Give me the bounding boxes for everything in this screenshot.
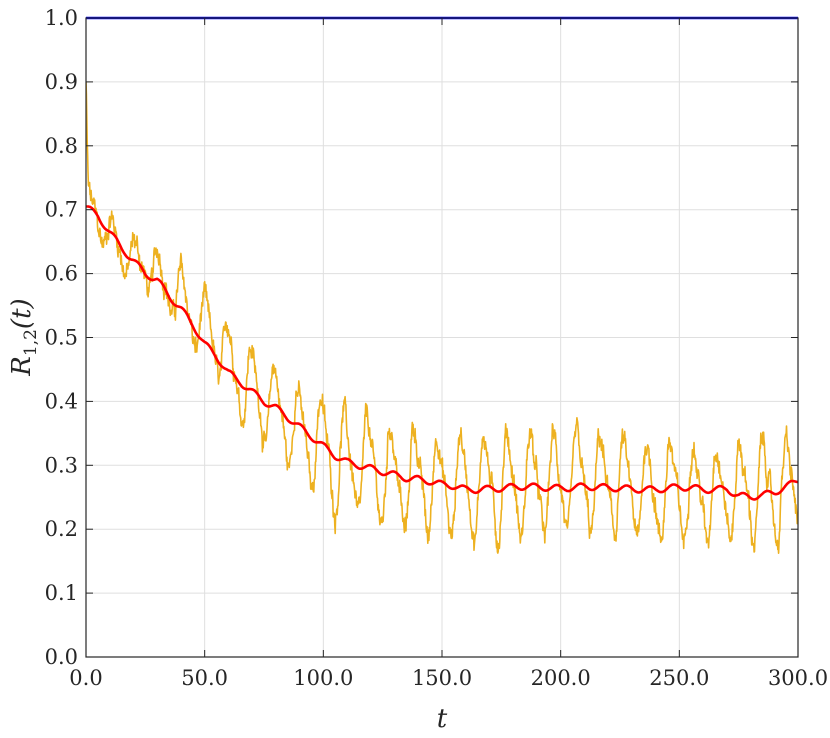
series-line-1 xyxy=(86,82,798,554)
y-tick-labels: 0.0 0.1 0.2 0.3 0.4 0.5 0.6 0.7 0.8 0.9 1.0 xyxy=(45,6,78,669)
y-tick-label: 0.3 xyxy=(45,453,78,477)
x-tick-label: 300.0 xyxy=(768,666,828,690)
y-tick-label: 0.2 xyxy=(45,517,78,541)
y-tick-label: 0.7 xyxy=(45,198,78,222)
y-tick-label: 0.9 xyxy=(45,70,78,94)
y-tick-label: 0.5 xyxy=(45,326,78,350)
x-tick-labels: 0.0 50.0 100.0 150.0 200.0 250.0 300.0 xyxy=(69,666,828,690)
x-axis-label: t xyxy=(437,704,448,734)
y-tick-label: 0.6 xyxy=(45,262,78,286)
x-tick-label: 100.0 xyxy=(293,666,353,690)
x-tick-label: 0.0 xyxy=(69,666,102,690)
y-tick-label: 0.8 xyxy=(45,134,78,158)
y-tick-label: 1.0 xyxy=(45,6,78,30)
x-tick-label: 200.0 xyxy=(531,666,591,690)
x-tick-label: 50.0 xyxy=(181,666,228,690)
y-axis-label: R1,2(t) xyxy=(7,298,41,376)
y-axis-label-main: R xyxy=(7,356,37,377)
y-axis-label-suffix: (t) xyxy=(7,298,37,329)
y-tick-label: 0.1 xyxy=(45,581,78,605)
ticks xyxy=(85,17,799,658)
y-tick-label: 0.4 xyxy=(45,389,78,413)
series-line-2 xyxy=(86,205,798,501)
y-axis-label-subscript: 1,2 xyxy=(21,329,41,356)
x-tick-label: 150.0 xyxy=(412,666,472,690)
y-tick-label: 0.0 xyxy=(45,645,78,669)
x-tick-label: 250.0 xyxy=(649,666,709,690)
